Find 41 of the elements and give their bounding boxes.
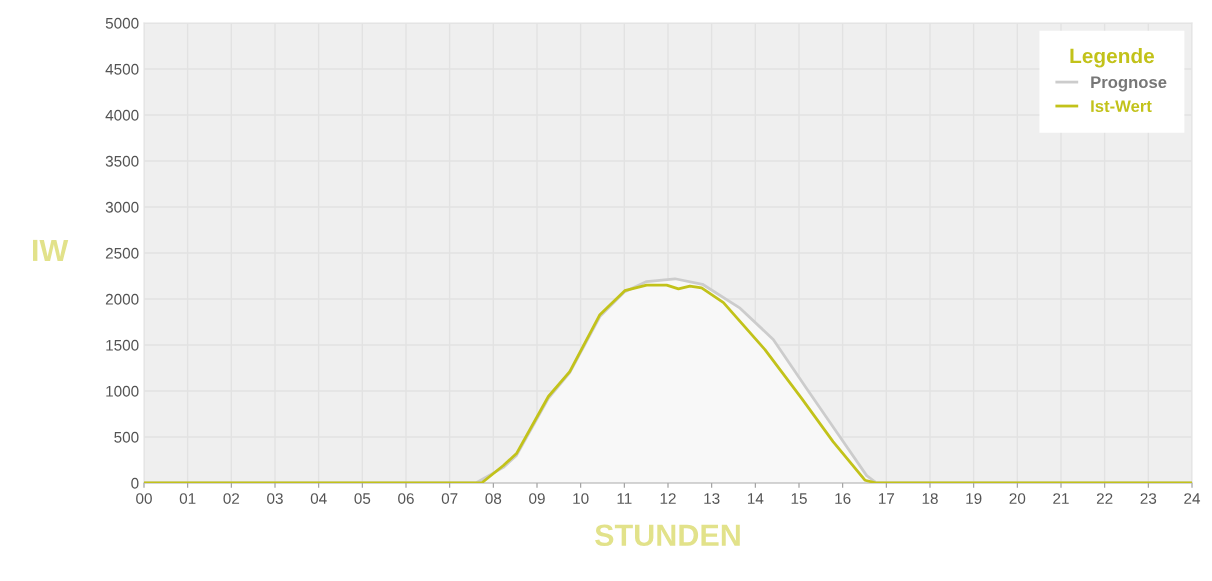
x-tick-label: 06 (398, 493, 414, 504)
x-tick-label: 22 (1096, 493, 1113, 504)
y-tick-label: 4000 (105, 109, 139, 121)
x-tick-label: 20 (1009, 493, 1026, 504)
x-tick-label: 16 (835, 493, 851, 504)
legend-title: Legende (1070, 48, 1155, 68)
y-tick-label: 3500 (105, 155, 139, 167)
y-tick-label: 4500 (105, 63, 139, 75)
x-tick-label: 19 (966, 493, 982, 504)
x-tick-label: 11 (617, 493, 632, 504)
x-tick-label: 24 (1184, 493, 1201, 504)
x-tick-label: 15 (791, 493, 807, 504)
x-tick-label: 09 (529, 493, 545, 504)
x-tick-label: 07 (441, 493, 458, 504)
y-tick-label: 0 (131, 477, 139, 489)
x-tick-label: 13 (704, 493, 720, 504)
y-tick-label: 1500 (106, 339, 139, 351)
y-tick-label: 5000 (105, 17, 139, 29)
x-tick-label: 10 (573, 493, 589, 504)
x-tick-label: 04 (310, 493, 327, 504)
x-tick-label: 18 (922, 493, 938, 504)
x-tick-label: 02 (223, 493, 240, 504)
x-tick-label: 14 (748, 493, 764, 504)
legend-label: Ist-Wert (1091, 100, 1152, 113)
x-tick-label: 21 (1053, 493, 1069, 504)
y-axis-title: IW (32, 239, 69, 261)
y-tick-label: 3000 (105, 201, 139, 213)
x-tick-label: 00 (136, 493, 152, 504)
x-tick-label: 17 (879, 493, 895, 504)
y-tick-label: 2000 (105, 293, 139, 305)
x-tick-label: 01 (179, 493, 196, 504)
x-tick-label: 05 (354, 493, 371, 504)
y-tick-label: 1000 (106, 385, 139, 397)
y-tick-label: 2500 (105, 247, 139, 259)
y-tick-label: 500 (114, 431, 139, 443)
legend-label: Prognose (1091, 76, 1167, 92)
x-axis-title: STUNDEN (595, 524, 740, 547)
x-tick-label: 08 (485, 493, 502, 504)
x-tick-label: 03 (267, 493, 283, 504)
x-tick-label: 12 (660, 493, 676, 504)
x-tick-label: 23 (1140, 493, 1157, 504)
